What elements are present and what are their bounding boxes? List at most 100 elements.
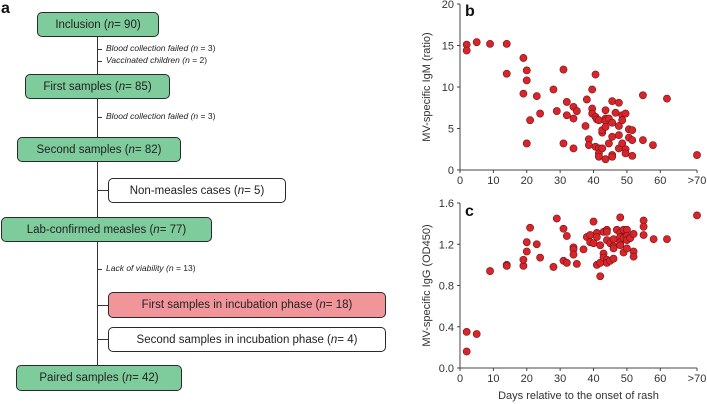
x-tick-label: 60 (654, 175, 666, 187)
box-count: = 4) (337, 333, 358, 346)
note-vaccinated-children: Vaccinated children (n = 2) (106, 55, 207, 65)
data-point (559, 65, 568, 74)
data-point (609, 244, 618, 253)
data-point (519, 89, 528, 98)
note-text: Blood collection failed ( (106, 43, 194, 53)
note-text: Lack of viability ( (106, 263, 169, 273)
y-axis-title: MV-specific IgM (ratio) (421, 32, 433, 141)
data-point (472, 38, 481, 47)
n-symbol: n (128, 143, 135, 156)
n-symbol: n (237, 184, 245, 197)
data-point (602, 227, 611, 236)
data-point (559, 139, 568, 148)
data-point (559, 224, 568, 233)
data-point (614, 122, 623, 130)
data-point (618, 116, 627, 125)
data-point (532, 240, 541, 249)
box-count: = 90) (114, 18, 141, 31)
data-point (532, 92, 541, 101)
n-symbol: n (118, 80, 126, 93)
y-tick-label: 0.0 (439, 363, 454, 375)
x-tick-label: >70 (688, 175, 707, 187)
data-point (592, 233, 601, 241)
box-second-samples-incubation: Second samples in incubation phase (n = … (108, 327, 386, 352)
data-point (616, 213, 625, 222)
data-point (621, 149, 630, 158)
data-point (594, 152, 603, 161)
data-point (629, 252, 638, 261)
data-point (572, 107, 581, 115)
y-tick-label: 0.8 (439, 281, 454, 293)
box-count: = 18) (325, 299, 353, 311)
data-point (519, 54, 528, 62)
data-point (552, 107, 561, 115)
box-second-samples: Second samples (n = 82) (17, 137, 181, 162)
n-symbol: n (153, 223, 160, 236)
y-tick-label: 0 (448, 165, 454, 177)
flow-tick (97, 117, 102, 118)
data-point (462, 46, 471, 55)
data-point (618, 139, 627, 148)
x-tick-label: 20 (521, 373, 533, 385)
n-symbol: n (185, 55, 190, 65)
n-symbol: n (193, 43, 199, 53)
box-inclusion: Inclusion (n = 90) (37, 12, 159, 37)
data-point (594, 116, 603, 125)
data-point (552, 214, 561, 223)
box-non-measles-cases: Non-measles cases (n = 5) (108, 178, 286, 203)
box-text: Inclusion ( (55, 18, 108, 31)
n-symbol: n (125, 372, 133, 384)
box-text: First samples in incubation phase ( (141, 299, 320, 311)
data-point (486, 39, 494, 48)
data-point (628, 151, 637, 160)
data-point (608, 97, 617, 106)
data-point (536, 253, 545, 262)
y-axis-title: MV-specific IgG (OD450) (421, 224, 433, 346)
flow-tick (97, 61, 102, 62)
data-point (628, 126, 637, 135)
box-first-samples-incubation: First samples in incubation phase (n = 1… (108, 292, 386, 318)
data-point (562, 258, 571, 267)
data-point (522, 247, 531, 256)
y-tick-label: 15 (442, 41, 454, 53)
y-tick-label: 1.6 (439, 198, 454, 210)
data-point (502, 69, 511, 78)
y-tick-label: 10 (442, 82, 454, 94)
box-text: Second samples ( (36, 143, 129, 156)
flow-branch (97, 190, 108, 191)
data-point (693, 211, 701, 220)
panel-label-b: b (465, 3, 475, 20)
data-point (462, 347, 471, 356)
data-point (562, 111, 571, 120)
data-point (591, 70, 600, 79)
note-text: Vaccinated children ( (106, 55, 186, 65)
flow-tick (97, 269, 102, 270)
x-tick-label: 0 (457, 373, 463, 385)
note-text: Blood collection failed ( (106, 111, 194, 121)
n-symbol: n (168, 263, 174, 273)
x-tick-label: 30 (554, 175, 566, 187)
box-count: = 85) (125, 80, 152, 93)
note-count: = 2) (189, 55, 208, 65)
note-lack-of-viability: Lack of viability (n = 13) (106, 263, 196, 273)
x-tick-label: 50 (621, 175, 633, 187)
data-point (596, 272, 605, 281)
data-point (572, 259, 581, 268)
data-point (639, 136, 647, 145)
data-point (663, 94, 671, 103)
data-point (693, 151, 701, 159)
data-point (536, 109, 545, 118)
data-point (639, 222, 648, 231)
data-point (649, 141, 657, 149)
data-point (601, 122, 610, 131)
box-text: Lab-confirmed measles ( (26, 223, 154, 236)
x-tick-label: 0 (457, 175, 463, 187)
x-axis-title: Days relative to the onset of rash (498, 390, 659, 402)
data-point (604, 139, 613, 148)
box-text: First samples ( (43, 80, 119, 93)
y-tick-label: 1.2 (439, 239, 454, 251)
note-count: = 3) (198, 43, 216, 53)
data-point (586, 231, 595, 239)
data-point (502, 262, 511, 270)
data-point (588, 85, 597, 94)
